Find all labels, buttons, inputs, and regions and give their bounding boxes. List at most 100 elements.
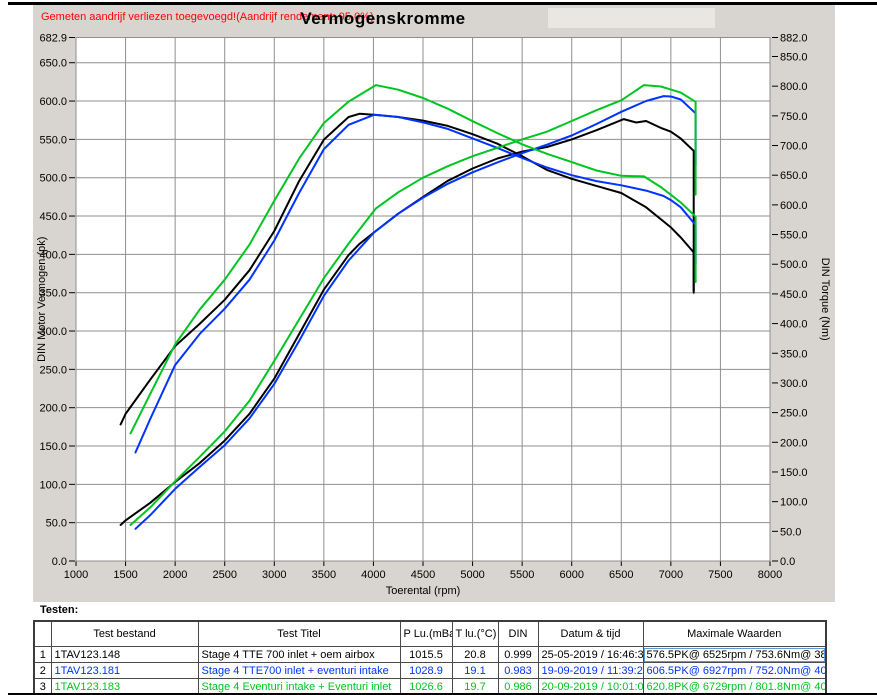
run2-index: 2 [33,662,52,679]
run2-file: 1TAV123.181 [50,662,199,679]
y-left-tick-label: 600.0 [39,96,67,108]
col-header-test-titel: Test Titel [197,620,401,647]
x-tick-label: 8000 [758,569,782,581]
curve-r2p [134,95,697,530]
run1-file: 1TAV123.148 [50,646,199,663]
y-right-tick-label: 882.0 [780,33,808,45]
y-right-tick-label: 500.0 [780,259,808,271]
run1-t-lu: 20.8 [451,646,499,663]
run3-title: Stage 4 Eventuri intake + Eventuri inlet [197,678,401,695]
y-left-tick-label: 682.9 [39,33,67,45]
y-left-tick-label: 200.0 [39,403,67,415]
run3-file: 1TAV123.183 [50,678,199,695]
chart-panel: Gemeten aandrijf verliezen toegevoegd!(A… [33,5,835,602]
x-tick-label: 6500 [609,569,633,581]
y-right-tick-label: 300.0 [780,378,808,390]
x-tick-label: 5500 [510,569,534,581]
table-row-run1[interactable]: 1 1TAV123.148 Stage 4 TTE 700 inlet + oe… [33,646,827,663]
y-right-tick-label: 50.0 [780,526,801,538]
x-axis-title: Toerental (rpm) [386,585,461,597]
curve-r3p [129,84,697,526]
col-header-index [33,620,52,647]
y-left-tick-label: 350.0 [39,288,67,300]
y-right-tick-label: 600.0 [780,200,808,212]
y-right-tick-label: 150.0 [780,467,808,479]
y-right-tick-label: 100.0 [780,497,808,509]
x-tick-label: 2500 [212,569,236,581]
y-right-tick-label: 650.0 [780,170,808,182]
y-left-tick-label: 100.0 [39,479,67,491]
y-right-tick-label: 700.0 [780,141,808,153]
run2-t-lu: 19.1 [451,662,499,679]
x-tick-label: 6000 [559,569,583,581]
table-row-run3[interactable]: 3 1TAV123.183 Stage 4 Eventuri intake + … [33,678,827,695]
drivetrain-loss-note: Gemeten aandrijf verliezen toegevoegd!(A… [41,11,374,23]
x-tick-label: 5000 [460,569,484,581]
y-right-tick-label: 400.0 [780,319,808,331]
y-right-tick-label: 750.0 [780,111,808,123]
y-left-tick-label: 450.0 [39,211,67,223]
col-header-test-bestand: Test bestand [50,620,199,647]
y-left-tick-label: 550.0 [39,134,67,146]
y-left-tick-label: 400.0 [39,249,67,261]
x-tick-label: 3500 [312,569,336,581]
x-tick-label: 1000 [64,569,88,581]
run1-max-values[interactable]: 576.5PK@ 6525rpm / 753.6Nm@ 3863rpm [642,646,827,663]
run2-title: Stage 4 TTE700 inlet + eventuri intake [197,662,401,679]
y-right-tick-label: 850.0 [780,51,808,63]
run2-p-lu: 1028.9 [399,662,453,679]
run3-t-lu: 19.7 [451,678,499,695]
run1-index: 1 [33,646,52,663]
test-runs-table: Test bestand Test Titel P Lu.(mBar) T lu… [33,620,827,695]
y-left-tick-label: 300.0 [39,326,67,338]
tests-section-label: Testen: [40,604,79,616]
col-header-p-lu: P Lu.(mBar) [399,620,453,647]
col-header-maximale-waarden: Maximale Waarden [642,620,827,647]
table-header-row: Test bestand Test Titel P Lu.(mBar) T lu… [33,620,827,647]
table-row-run2[interactable]: 2 1TAV123.181 Stage 4 TTE700 inlet + eve… [33,662,827,679]
y-right-tick-label: 550.0 [780,230,808,242]
run2-datetime: 19-09-2019 / 11:39:20 [537,662,644,679]
x-tick-label: 3000 [262,569,286,581]
col-header-t-lu: T lu.(°C) [451,620,499,647]
run1-p-lu: 1015.5 [399,646,453,663]
x-tick-label: 4000 [361,569,385,581]
run1-datetime: 25-05-2019 / 16:46:36 [537,646,644,663]
chart-toolbar-box [548,8,715,28]
y-left-tick-label: 250.0 [39,364,67,376]
y-right-tick-label: 450.0 [780,289,808,301]
run1-title: Stage 4 TTE 700 inlet + oem airbox [197,646,401,663]
x-tick-label: 7500 [708,569,732,581]
run1-din: 0.999 [497,646,539,663]
run2-din: 0.983 [497,662,539,679]
y-left-tick-label: 650.0 [39,58,67,70]
x-tick-label: 1500 [113,569,137,581]
chart-title: Vermogenskromme [300,9,466,28]
y-left-tick-label: 500.0 [39,173,67,185]
y-right-axis-title: DIN Torque (Nm) [819,258,831,341]
y-right-tick-label: 200.0 [780,437,808,449]
bottom-divider [8,693,877,695]
y-left-tick-label: 50.0 [46,518,67,530]
col-header-datum-tijd: Datum & tijd [537,620,644,647]
power-torque-chart: 1000 1500 2000 2500 3000 3500 4000 4500 5000 5500… [36,33,831,598]
col-header-din: DIN [497,620,539,647]
y-right-tick-label: 350.0 [780,348,808,360]
y-left-tick-label: 0.0 [52,556,67,568]
y-right-tick-label: 250.0 [780,408,808,420]
curve-r2t [134,113,697,454]
x-tick-label: 2000 [163,569,187,581]
y-right-tick-label: 0.0 [780,556,795,568]
top-divider [8,2,877,5]
curve-r3t [129,84,697,435]
run2-max-values: 606.5PK@ 6927rpm / 752.0Nm@ 4010rpm [642,662,827,679]
run3-max-values: 620.8PK@ 6729rpm / 801.8Nm@ 4025rpm [642,678,827,695]
y-left-tick-label: 150.0 [39,441,67,453]
plot-border [75,37,771,562]
x-tick-label: 7000 [659,569,683,581]
x-tick-label: 4500 [411,569,435,581]
curve-r1p [119,118,695,526]
y-left-axis-title: DIN Motor Vermogen (pk) [36,237,48,362]
y-right-tick-label: 800.0 [780,81,808,93]
